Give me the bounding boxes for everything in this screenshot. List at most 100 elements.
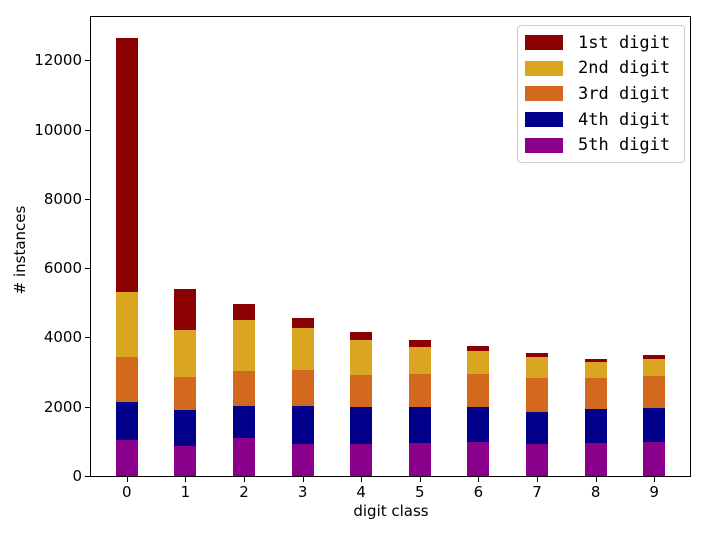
- bar-segment-8-3rd-digit: [584, 378, 607, 409]
- bar-segment-9-4th-digit: [643, 408, 666, 443]
- bar-digit-5: [408, 340, 431, 476]
- bar-segment-0-1st-digit: [115, 37, 138, 293]
- bar-segment-2-1st-digit: [232, 303, 255, 320]
- x-tick: [126, 477, 128, 482]
- bar-segment-3-3rd-digit: [291, 370, 314, 407]
- bar-segment-0-4th-digit: [115, 401, 138, 440]
- x-tick-label-2: 2: [239, 483, 249, 501]
- bar-segment-3-1st-digit: [291, 317, 314, 328]
- bar-segment-7-5th-digit: [526, 443, 549, 476]
- legend-swatch-4th-digit: [525, 112, 563, 128]
- bar-segment-5-5th-digit: [408, 442, 431, 476]
- legend-swatch-3rd-digit: [525, 86, 563, 102]
- y-tick-label-10000: 10000: [34, 120, 82, 139]
- bar-segment-7-1st-digit: [526, 352, 549, 358]
- bar-segment-4-1st-digit: [350, 331, 373, 340]
- legend-entry-1st-digit: 1st digit: [525, 30, 674, 56]
- legend-label: 5th digit: [578, 135, 671, 156]
- bar-segment-9-3rd-digit: [643, 375, 666, 409]
- y-tick-label-4000: 4000: [43, 328, 82, 347]
- x-tick: [185, 477, 187, 482]
- legend-label: 1st digit: [578, 32, 671, 53]
- x-tick-label-5: 5: [415, 483, 425, 501]
- x-tick-label-3: 3: [297, 483, 308, 501]
- bar-segment-3-5th-digit: [291, 443, 314, 476]
- x-tick: [478, 477, 480, 482]
- x-tick: [595, 477, 597, 482]
- bar-segment-9-1st-digit: [643, 354, 666, 360]
- legend-entry-2nd-digit: 2nd digit: [525, 56, 674, 82]
- bar-segment-9-2nd-digit: [643, 359, 666, 376]
- bar-digit-0: [115, 37, 138, 476]
- bar-segment-2-2nd-digit: [232, 319, 255, 372]
- y-tick: [85, 60, 90, 62]
- bar-segment-0-2nd-digit: [115, 292, 138, 357]
- y-tick: [85, 129, 90, 131]
- legend-label: 4th digit: [578, 109, 671, 130]
- bar-segment-5-2nd-digit: [408, 347, 431, 375]
- bar-digit-7: [526, 352, 549, 476]
- bar-segment-1-2nd-digit: [174, 329, 197, 378]
- x-tick: [361, 477, 363, 482]
- bar-digit-3: [291, 317, 314, 476]
- y-tick: [85, 406, 90, 408]
- x-tick-label-7: 7: [532, 483, 542, 501]
- y-tick-label-0: 0: [72, 467, 82, 485]
- y-axis-label: # instances: [11, 205, 29, 295]
- x-tick: [654, 477, 656, 482]
- bar-segment-5-3rd-digit: [408, 374, 431, 408]
- y-tick-label-12000: 12000: [34, 51, 82, 70]
- bar-digit-8: [584, 358, 607, 476]
- y-tick-label-8000: 8000: [43, 189, 82, 208]
- legend-entry-3rd-digit: 3rd digit: [525, 81, 674, 107]
- bar-segment-4-4th-digit: [350, 407, 373, 444]
- legend-swatch-2nd-digit: [525, 60, 563, 76]
- x-tick-label-4: 4: [356, 483, 366, 501]
- x-tick: [537, 477, 538, 482]
- bar-segment-1-4th-digit: [174, 409, 197, 447]
- bar-segment-0-3rd-digit: [115, 356, 138, 402]
- x-tick: [244, 477, 245, 482]
- legend-label: 3rd digit: [578, 83, 671, 104]
- bar-segment-6-1st-digit: [467, 345, 490, 352]
- bar-segment-1-3rd-digit: [174, 377, 197, 410]
- bar-segment-1-1st-digit: [174, 289, 197, 330]
- bar-segment-6-5th-digit: [467, 442, 490, 476]
- bar-segment-3-2nd-digit: [291, 327, 314, 371]
- x-tick-label-6: 6: [473, 483, 484, 501]
- x-tick-label-8: 8: [590, 483, 601, 501]
- bar-segment-8-1st-digit: [584, 358, 607, 363]
- bar-segment-7-3rd-digit: [526, 378, 549, 413]
- bar-segment-9-5th-digit: [643, 442, 666, 476]
- bar-segment-4-5th-digit: [350, 443, 373, 476]
- bar-segment-8-4th-digit: [584, 408, 607, 443]
- x-tick-label-9: 9: [649, 483, 659, 501]
- bar-digit-9: [643, 354, 666, 476]
- y-tick-label-6000: 6000: [43, 259, 82, 278]
- x-tick-label-0: 0: [122, 483, 132, 501]
- bar-digit-2: [232, 303, 255, 476]
- legend-entry-4th-digit: 4th digit: [525, 107, 674, 133]
- bar-segment-2-4th-digit: [232, 406, 255, 439]
- x-tick: [419, 477, 421, 482]
- legend-entry-5th-digit: 5th digit: [525, 132, 674, 158]
- legend-swatch-5th-digit: [525, 137, 563, 153]
- bar-segment-8-5th-digit: [584, 442, 607, 476]
- legend: 1st digit 2nd digit 3rd digit 4th digit 5th …: [517, 25, 685, 163]
- bar-digit-1: [174, 289, 197, 476]
- bar-segment-5-1st-digit: [408, 340, 431, 348]
- bar-segment-5-4th-digit: [408, 407, 431, 443]
- bar-segment-7-2nd-digit: [526, 357, 549, 379]
- bar-segment-2-5th-digit: [232, 438, 255, 476]
- bar-segment-3-4th-digit: [291, 406, 314, 444]
- bar-segment-6-4th-digit: [467, 407, 490, 443]
- bar-segment-4-3rd-digit: [350, 375, 373, 408]
- y-tick: [85, 476, 90, 477]
- y-tick: [85, 268, 90, 270]
- bar-segment-6-3rd-digit: [467, 374, 490, 408]
- legend-swatch-1st-digit: [525, 35, 563, 51]
- y-tick: [85, 337, 90, 339]
- bar-segment-7-4th-digit: [526, 412, 549, 444]
- bar-segment-0-5th-digit: [115, 439, 138, 476]
